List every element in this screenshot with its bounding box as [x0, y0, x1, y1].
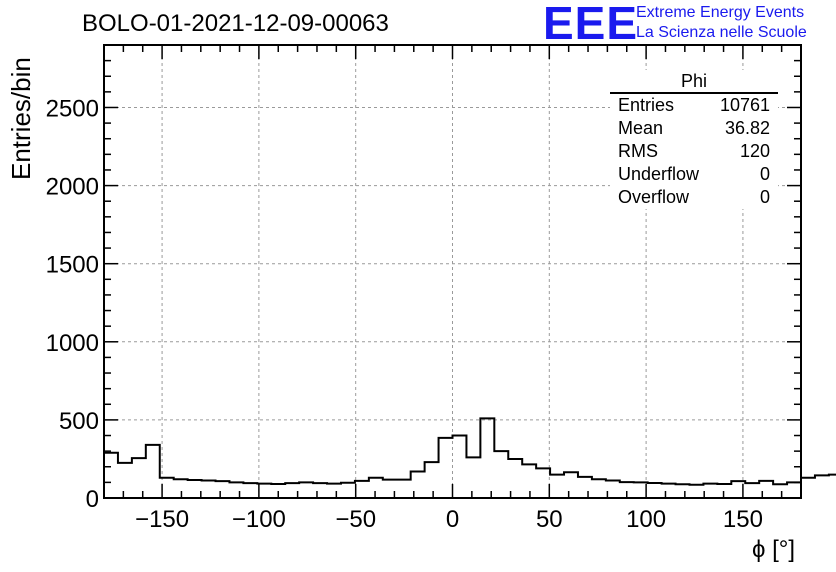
stats-row-mean: Mean 36.82: [610, 117, 778, 140]
stats-row-entries: Entries 10761: [610, 94, 778, 117]
stats-value: 120: [739, 141, 770, 161]
x-tick-label: 100: [626, 506, 666, 533]
stats-row-rms: RMS 120: [610, 140, 778, 163]
stats-box: Phi Entries 10761 Mean 36.82 RMS 120 Und…: [610, 70, 778, 209]
logo-subtitle-1: Extreme Energy Events: [636, 4, 805, 21]
x-tick-label: −150: [135, 506, 189, 533]
x-tick-label: −100: [232, 506, 286, 533]
y-tick-label: 2500: [46, 95, 99, 122]
stats-value: 10761: [719, 95, 770, 115]
stats-value: 36.82: [724, 118, 770, 138]
stats-label: Overflow: [618, 187, 690, 207]
y-tick-label: 0: [86, 486, 99, 513]
stats-label: Underflow: [618, 164, 700, 184]
y-tick-label: 1000: [46, 330, 99, 357]
stats-row-overflow: Overflow 0: [610, 186, 778, 209]
stats-label: Mean: [618, 118, 664, 138]
y-tick-label: 500: [59, 408, 99, 435]
x-tick-label: 150: [723, 506, 763, 533]
axis-ticks: [103, 44, 802, 499]
y-tick-label: 2000: [46, 174, 99, 201]
histogram-series: [104, 417, 836, 486]
x-tick-label: −50: [335, 506, 376, 533]
stats-value: 0: [759, 187, 770, 207]
stats-label: RMS: [618, 141, 658, 161]
y-tick-label: 1500: [46, 252, 99, 279]
stats-value: 0: [759, 164, 770, 184]
stats-row-underflow: Underflow 0: [610, 163, 778, 186]
x-tick-label: 50: [536, 506, 563, 533]
logo-subtitle-2: La Scienza nelle Scuole: [636, 24, 807, 41]
eee-logo: EEE: [543, 0, 639, 49]
stats-title: Phi: [610, 70, 778, 94]
x-tick-label: 0: [446, 506, 459, 533]
x-axis-label: ϕ [°]: [752, 536, 796, 563]
y-axis-label: Entries/bin: [6, 57, 36, 180]
run-title: BOLO-01-2021-12-09-00063: [82, 10, 389, 37]
stats-label: Entries: [618, 95, 675, 115]
grid-lines: [104, 45, 801, 498]
